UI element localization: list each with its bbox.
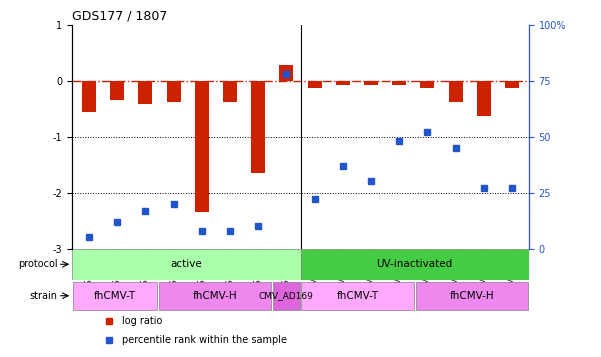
Bar bbox=[308, 81, 322, 87]
FancyBboxPatch shape bbox=[72, 248, 300, 280]
Text: fhCMV-H: fhCMV-H bbox=[192, 291, 237, 301]
Bar bbox=[448, 81, 463, 102]
FancyBboxPatch shape bbox=[301, 282, 414, 310]
Text: UV-inactivated: UV-inactivated bbox=[377, 259, 453, 269]
Text: fhCMV-T: fhCMV-T bbox=[94, 291, 136, 301]
Bar bbox=[364, 81, 378, 85]
Bar bbox=[223, 81, 237, 102]
Bar bbox=[110, 81, 124, 100]
Bar bbox=[477, 81, 491, 116]
Text: fhCMV-T: fhCMV-T bbox=[337, 291, 379, 301]
Text: GDS177 / 1807: GDS177 / 1807 bbox=[72, 9, 168, 22]
Text: log ratio: log ratio bbox=[123, 316, 163, 326]
Bar bbox=[195, 81, 209, 212]
Bar bbox=[336, 81, 350, 85]
FancyBboxPatch shape bbox=[415, 282, 528, 310]
FancyBboxPatch shape bbox=[273, 282, 300, 310]
Text: active: active bbox=[171, 259, 202, 269]
Bar bbox=[82, 81, 96, 112]
FancyBboxPatch shape bbox=[73, 282, 157, 310]
Text: CMV_AD169: CMV_AD169 bbox=[259, 291, 314, 300]
Text: fhCMV-H: fhCMV-H bbox=[450, 291, 494, 301]
Bar bbox=[251, 81, 265, 173]
Text: strain: strain bbox=[30, 291, 58, 301]
Text: protocol: protocol bbox=[18, 259, 58, 269]
Bar bbox=[420, 81, 435, 87]
Bar bbox=[138, 81, 153, 104]
Bar bbox=[505, 81, 519, 87]
FancyBboxPatch shape bbox=[300, 248, 529, 280]
FancyBboxPatch shape bbox=[159, 282, 271, 310]
Bar bbox=[279, 65, 293, 81]
Text: percentile rank within the sample: percentile rank within the sample bbox=[123, 335, 287, 345]
Bar bbox=[166, 81, 181, 102]
Bar bbox=[392, 81, 406, 85]
